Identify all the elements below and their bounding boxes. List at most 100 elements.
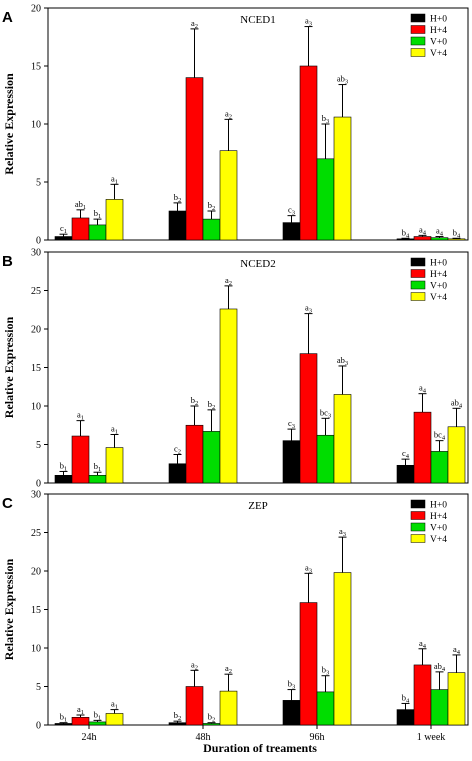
significance-label: b2 bbox=[191, 395, 199, 407]
significance-label: b3 bbox=[288, 679, 296, 691]
legend-label: V+4 bbox=[430, 49, 447, 59]
significance-label: a4 bbox=[419, 638, 427, 650]
bar-Vplus4-48h bbox=[219, 690, 238, 726]
bar-Hplus0-24h bbox=[54, 236, 73, 241]
significance-label: a1 bbox=[111, 699, 118, 711]
significance-label: ab3 bbox=[337, 355, 348, 367]
significance-label: b1 bbox=[60, 460, 68, 472]
bar-Vplus0-1week bbox=[430, 451, 449, 484]
y-tick-label: 5 bbox=[36, 682, 41, 693]
legend-label: V+0 bbox=[430, 282, 447, 292]
y-tick-label: 30 bbox=[31, 490, 41, 501]
significance-label: a1 bbox=[77, 704, 84, 716]
bar-Vplus4-96h bbox=[333, 572, 352, 726]
y-tick-label: 0 bbox=[36, 236, 41, 247]
y-tick-label: 10 bbox=[31, 402, 41, 413]
bar-Vplus0-1week bbox=[430, 237, 449, 241]
significance-label: ab3 bbox=[337, 74, 348, 86]
bar-Hplus0-96h bbox=[282, 222, 301, 241]
bar-Vplus0-1week bbox=[430, 689, 449, 726]
significance-label: a4 bbox=[419, 383, 427, 395]
panel-letter: B bbox=[2, 253, 13, 270]
y-tick-label: 15 bbox=[31, 605, 41, 616]
significance-label: ab4 bbox=[451, 397, 463, 409]
bar-Hplus4-96h bbox=[299, 353, 318, 484]
x-tick-label: 24h bbox=[82, 732, 97, 743]
legend-swatch bbox=[410, 534, 426, 543]
bar-Hplus0-48h bbox=[168, 463, 187, 484]
bar-Hplus4-24h bbox=[71, 716, 90, 726]
legend-swatch bbox=[410, 499, 426, 509]
legend-label: V+4 bbox=[430, 535, 447, 545]
y-tick-label: 0 bbox=[36, 721, 41, 732]
bar-Vplus4-24h bbox=[105, 713, 124, 726]
significance-label: c3 bbox=[288, 418, 295, 430]
legend-swatch bbox=[410, 280, 426, 290]
y-tick-label: 25 bbox=[31, 286, 41, 297]
legend-swatch bbox=[410, 522, 426, 532]
bar-Vplus0-24h bbox=[88, 721, 107, 726]
legend-swatch bbox=[410, 25, 426, 34]
bar-Hplus0-48h bbox=[168, 722, 187, 726]
significance-label: c3 bbox=[288, 205, 295, 217]
bar-Vplus0-48h bbox=[202, 218, 221, 241]
significance-label: a4 bbox=[436, 226, 444, 238]
plot-frame bbox=[47, 493, 469, 726]
significance-label: b2 bbox=[208, 712, 216, 724]
y-tick-label: 10 bbox=[31, 120, 41, 131]
legend-swatch bbox=[410, 13, 426, 23]
y-tick-label: 5 bbox=[36, 178, 41, 189]
y-tick-label: 5 bbox=[36, 440, 41, 451]
significance-label: bc4 bbox=[434, 430, 446, 442]
legend-label: H+0 bbox=[430, 15, 447, 25]
legend-swatch bbox=[410, 269, 426, 278]
x-axis-title: Duration of treaments bbox=[203, 741, 317, 755]
significance-label: a3 bbox=[339, 526, 346, 538]
bar-Hplus4-48h bbox=[185, 686, 204, 726]
panel-C: C ZEP 0 5 10 15 20 25 30 Relative Expression 24h 48… bbox=[2, 490, 469, 743]
significance-label: a1 bbox=[77, 410, 84, 422]
bar-Hplus4-24h bbox=[71, 435, 90, 484]
legend-swatch bbox=[410, 257, 426, 267]
y-axis-title: Relative Expression bbox=[2, 558, 16, 660]
panel-A: A NCED1 0 5 10 15 20 Relative Expression c1 b2 c3 b… bbox=[2, 4, 469, 247]
bar-Hplus0-1week bbox=[396, 464, 415, 484]
y-tick-label: 10 bbox=[31, 644, 41, 655]
significance-label: a1 bbox=[111, 173, 118, 185]
significance-label: b4 bbox=[402, 692, 410, 704]
significance-label: a2 bbox=[225, 108, 232, 120]
significance-label: b4 bbox=[402, 227, 410, 239]
bar-Vplus0-96h bbox=[316, 158, 335, 241]
significance-label: b1 bbox=[94, 709, 102, 721]
bar-Hplus0-48h bbox=[168, 210, 187, 241]
significance-label: a4 bbox=[419, 224, 427, 236]
bar-Vplus4-1week bbox=[447, 672, 466, 726]
significance-label: b1 bbox=[94, 461, 102, 473]
legend-swatch bbox=[410, 36, 426, 46]
bar-Hplus0-1week bbox=[396, 709, 415, 726]
bar-Vplus4-96h bbox=[333, 116, 352, 241]
significance-label: a3 bbox=[305, 562, 312, 574]
significance-label: a2 bbox=[225, 663, 232, 675]
bar-Vplus4-24h bbox=[105, 199, 124, 241]
legend-swatch bbox=[410, 48, 426, 57]
bar-Hplus4-96h bbox=[299, 602, 318, 726]
legend-swatch bbox=[410, 292, 426, 301]
legend-label: H+0 bbox=[430, 501, 447, 511]
significance-label: c4 bbox=[402, 448, 410, 460]
bar-Hplus4-96h bbox=[299, 65, 318, 241]
significance-label: a3 bbox=[305, 16, 312, 28]
bar-Vplus4-48h bbox=[219, 150, 238, 241]
significance-label: b3 bbox=[322, 665, 330, 677]
y-axis-title: Relative Expression bbox=[2, 316, 16, 418]
significance-label: a3 bbox=[305, 303, 312, 315]
bar-Vplus4-1week bbox=[447, 426, 466, 484]
significance-label: a2 bbox=[191, 18, 198, 30]
bar-Vplus0-96h bbox=[316, 434, 335, 484]
panel-title: NCED2 bbox=[240, 258, 275, 270]
significance-label: a2 bbox=[191, 659, 198, 671]
legend-label: V+4 bbox=[430, 293, 447, 303]
legend-label: H+4 bbox=[430, 26, 447, 36]
bar-Hplus0-96h bbox=[282, 440, 301, 484]
